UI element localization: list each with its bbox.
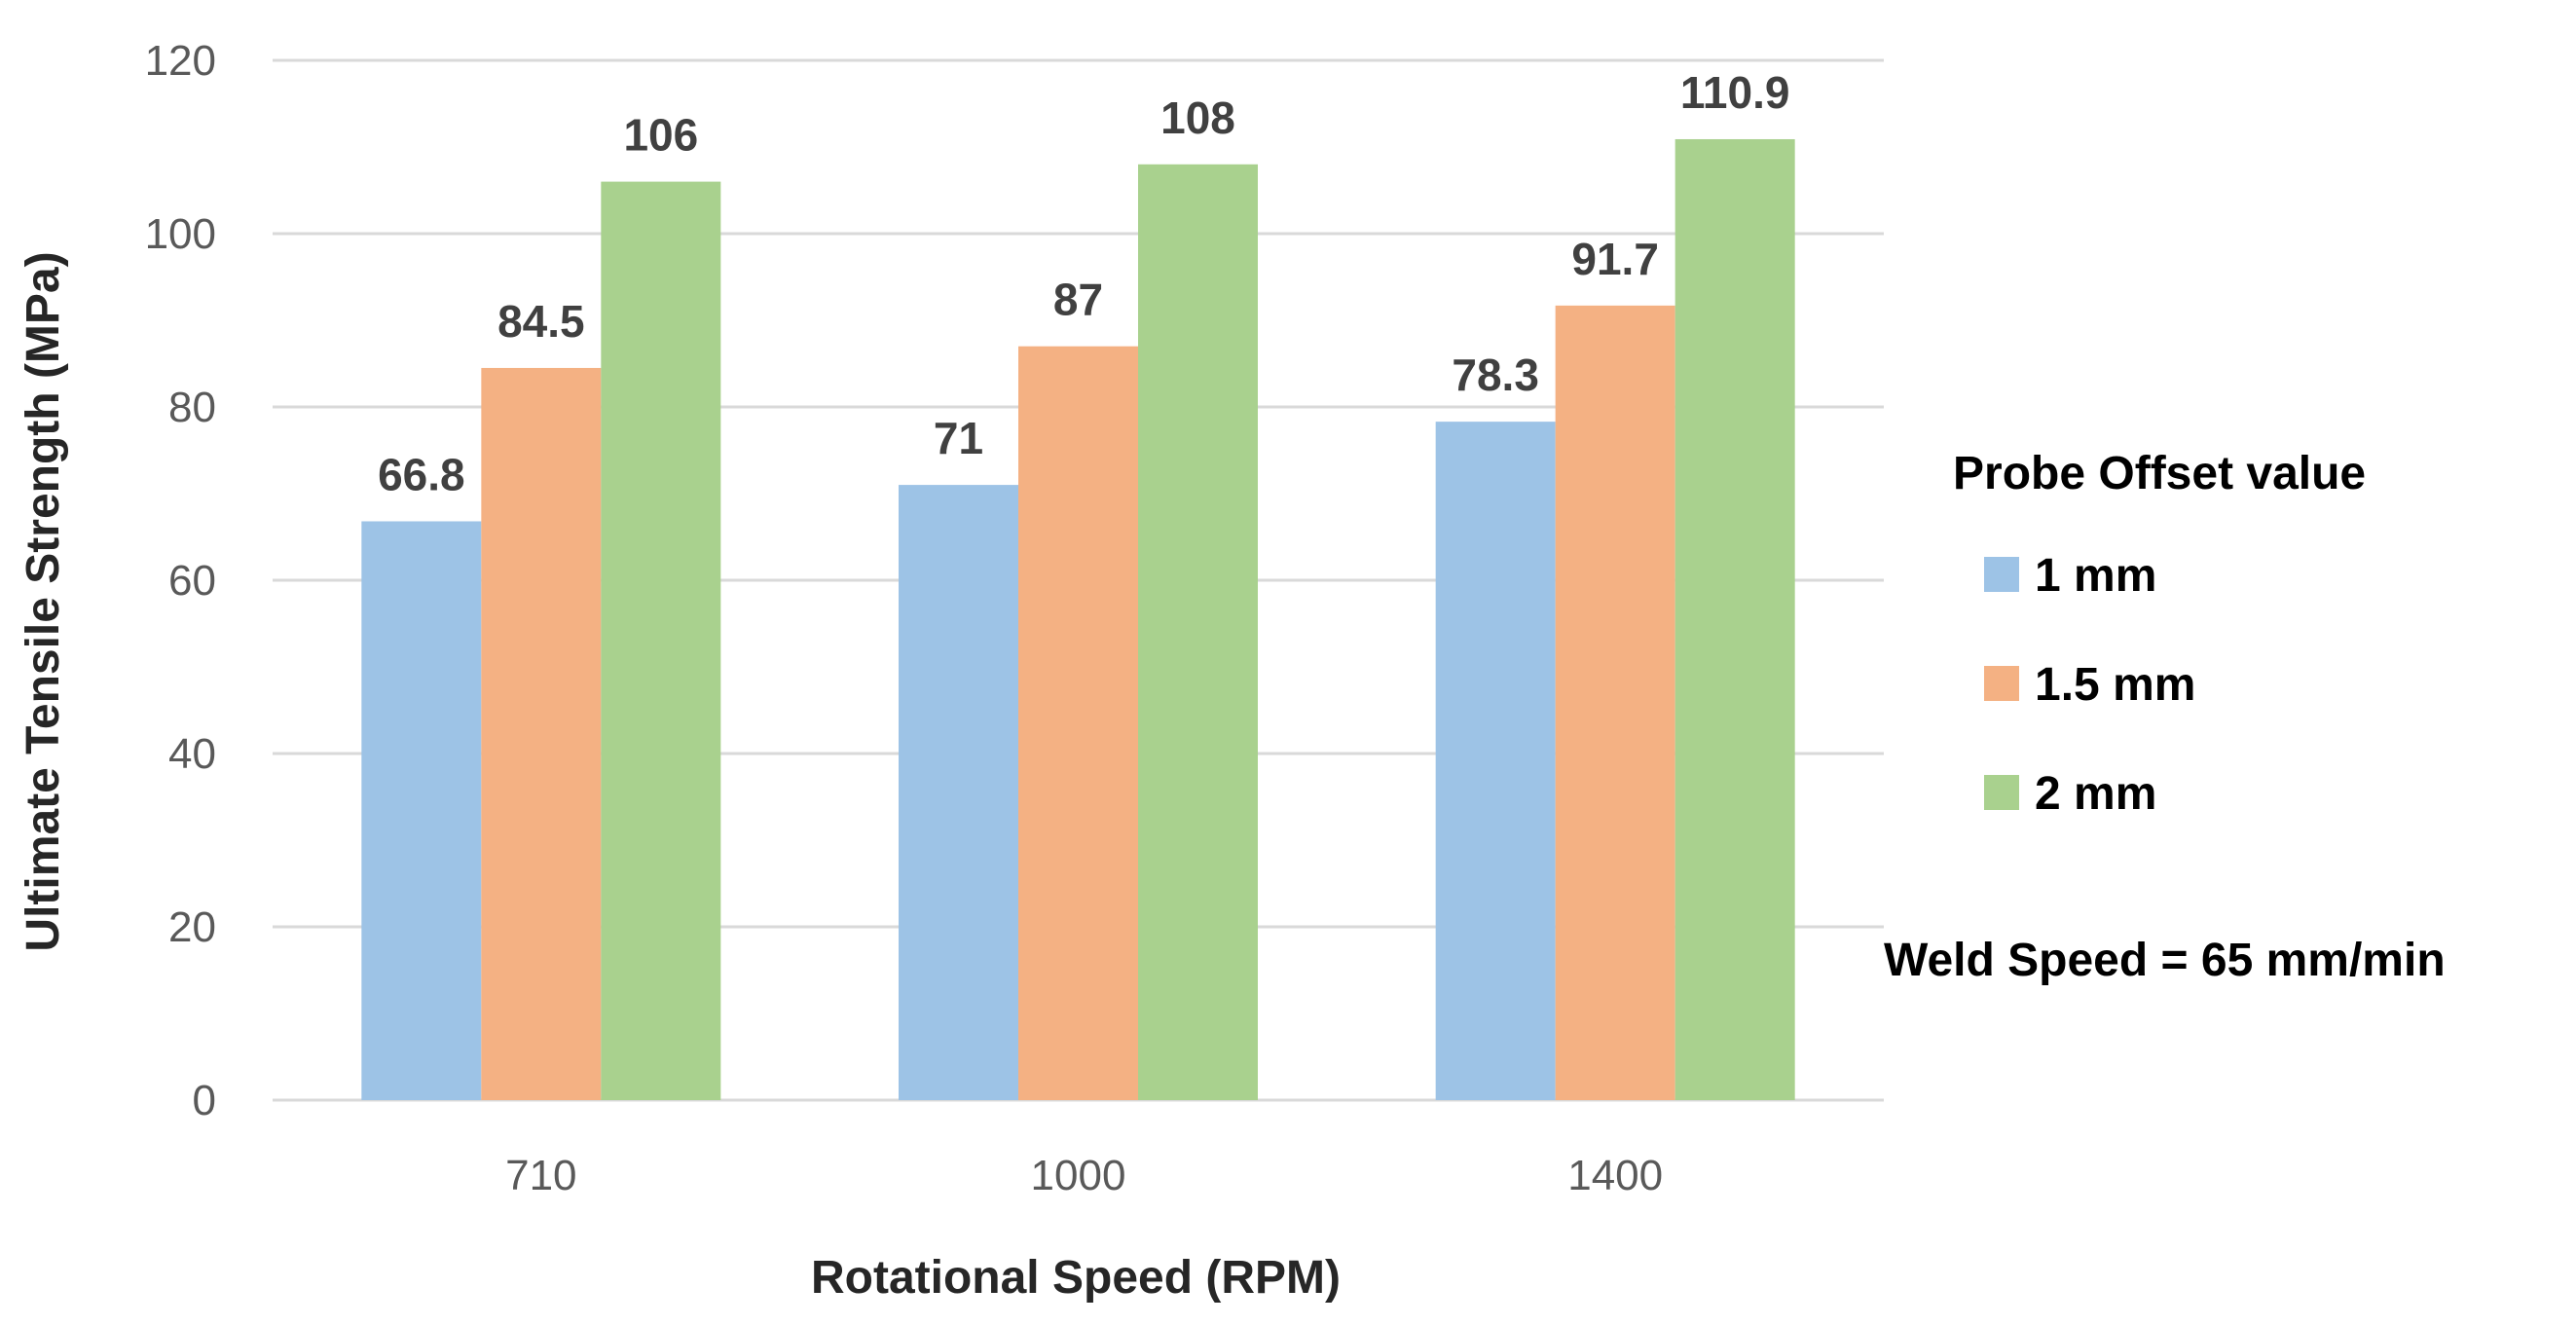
data-label: 66.8 — [378, 449, 465, 499]
y-axis-title: Ultimate Tensile Strength (MPa) — [18, 251, 69, 951]
x-tick-labels: 710 1000 1400 — [505, 1152, 1663, 1199]
y-tick-label: 20 — [168, 903, 216, 951]
x-tick-label: 710 — [505, 1152, 576, 1199]
bar-1-mm-1400 — [1435, 422, 1556, 1100]
bar-1-mm-1000 — [899, 485, 1018, 1101]
data-label: 78.3 — [1452, 350, 1539, 400]
data-label: 91.7 — [1571, 234, 1659, 284]
y-tick-label: 120 — [145, 37, 216, 85]
x-axis-title: Rotational Speed (RPM) — [811, 1252, 1341, 1304]
data-labels: 66.8 84.5 106 71 87 108 78.3 91.7 110.9 — [378, 67, 1789, 499]
y-tick-label: 40 — [168, 730, 216, 778]
x-tick-label: 1000 — [1031, 1152, 1126, 1199]
bar-1-mm-710 — [361, 521, 482, 1100]
legend-label: 2 mm — [2035, 768, 2156, 820]
y-tick-label: 0 — [193, 1077, 216, 1124]
legend-title: Probe Offset value — [1953, 448, 2366, 499]
x-tick-label: 1400 — [1567, 1152, 1663, 1199]
bar-2-mm-1000 — [1138, 164, 1258, 1101]
y-tick-label: 80 — [168, 384, 216, 431]
bars — [361, 138, 1795, 1101]
weld-speed-annotation: Weld Speed = 65 mm/min — [1884, 935, 2446, 986]
legend-label: 1.5 mm — [2035, 659, 2195, 711]
bar-1-5-mm-710 — [481, 367, 602, 1100]
data-label: 71 — [934, 413, 983, 463]
bar-1-5-mm-1400 — [1555, 305, 1675, 1100]
data-label: 84.5 — [497, 296, 585, 347]
data-label: 108 — [1160, 92, 1235, 143]
legend-swatch — [1984, 557, 2019, 592]
y-tick-label: 60 — [168, 557, 216, 605]
y-tick-label: 100 — [145, 210, 216, 258]
bar-1-5-mm-1000 — [1018, 346, 1138, 1100]
data-label: 106 — [623, 110, 698, 161]
legend-swatch — [1984, 666, 2019, 701]
legend-label: 1 mm — [2035, 550, 2156, 602]
legend: Probe Offset value 1 mm 1.5 mm 2 mm — [1953, 448, 2366, 820]
y-tick-labels: 0 20 40 60 80 100 120 — [145, 37, 216, 1124]
legend-swatch — [1984, 775, 2019, 810]
data-label: 87 — [1053, 275, 1103, 325]
data-label: 110.9 — [1680, 67, 1790, 118]
bar-2-mm-1400 — [1674, 138, 1795, 1101]
bar-2-mm-710 — [601, 181, 721, 1101]
